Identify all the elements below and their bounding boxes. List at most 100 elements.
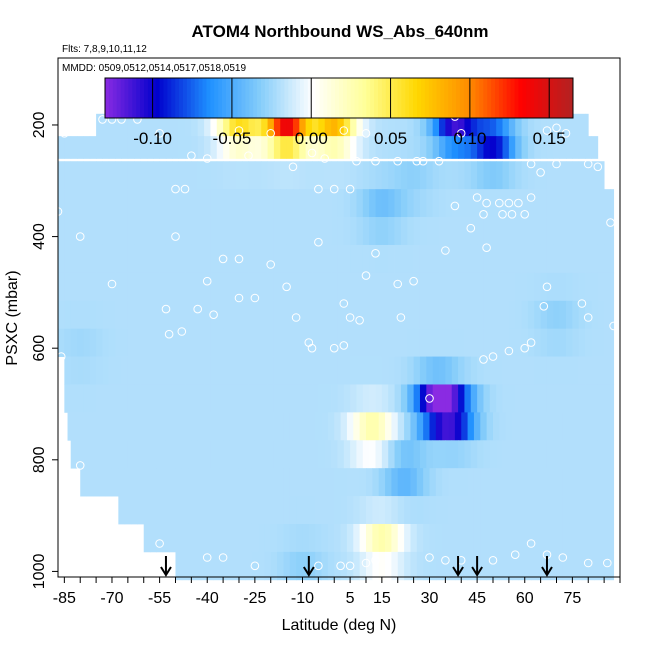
heatmap-cell <box>73 412 81 441</box>
heatmap-cell <box>289 412 297 441</box>
heatmap-cell <box>400 136 408 159</box>
heatmap-cell <box>318 300 326 330</box>
heatmap-cell <box>210 356 218 385</box>
heatmap-cell <box>508 217 516 246</box>
heatmap-cell <box>556 523 564 553</box>
heatmap-cell <box>588 468 595 497</box>
heatmap-cell <box>416 523 424 553</box>
heatmap-cell <box>286 440 294 469</box>
heatmap-cell <box>238 551 246 581</box>
colorbar-segment <box>155 78 161 118</box>
heatmap-cell <box>607 523 615 553</box>
heatmap-cell <box>359 412 367 441</box>
heatmap-cell <box>191 300 199 330</box>
heatmap-cell <box>80 412 87 441</box>
heatmap-cell <box>413 328 421 357</box>
heatmap-cell <box>102 356 110 385</box>
heatmap-cell <box>280 440 288 469</box>
colorbar-segment <box>354 78 359 118</box>
heatmap-cell <box>400 356 408 385</box>
heatmap-cell <box>439 300 446 330</box>
heatmap-cell <box>178 440 186 469</box>
heatmap-cell <box>315 551 322 581</box>
heatmap-cell <box>569 496 576 525</box>
heatmap-cell <box>162 523 170 553</box>
heatmap-cell <box>372 496 380 525</box>
heatmap-cell <box>273 328 281 357</box>
heatmap-cell <box>321 496 329 525</box>
heatmap-cell <box>413 356 421 385</box>
heatmap-cell <box>378 496 386 525</box>
heatmap-cell <box>518 551 526 581</box>
heatmap-cell <box>197 356 205 385</box>
heatmap-cell <box>505 551 513 581</box>
sample-point <box>282 282 291 292</box>
heatmap-cell <box>477 272 484 302</box>
sample-point <box>177 327 187 336</box>
heatmap-cell <box>108 272 116 302</box>
heatmap-cell <box>512 523 519 553</box>
heatmap-cell <box>318 384 326 413</box>
heatmap-cell <box>391 468 399 497</box>
heatmap-cell <box>197 189 205 218</box>
heatmap-cell <box>381 113 389 137</box>
heatmap-cell <box>407 328 415 357</box>
heatmap-cell <box>353 496 361 525</box>
heatmap-cell <box>553 328 561 357</box>
heatmap-cell <box>575 551 583 581</box>
heatmap-cell <box>64 217 72 246</box>
heatmap-cell <box>305 356 313 385</box>
heatmap-cell <box>591 136 599 159</box>
heatmap-cell <box>251 468 259 497</box>
heatmap-cell <box>267 328 275 357</box>
sample-point <box>202 276 212 286</box>
heatmap-cell <box>537 412 545 441</box>
heatmap-cell <box>118 496 126 525</box>
heatmap-cell <box>524 468 532 497</box>
heatmap-cell <box>521 136 529 159</box>
heatmap-cell <box>83 272 91 302</box>
heatmap-cell <box>470 300 478 330</box>
heatmap-cell <box>610 244 615 274</box>
sample-points <box>53 112 618 571</box>
heatmap-cell <box>439 161 446 190</box>
heatmap-cell <box>470 328 478 357</box>
heatmap-cell <box>499 551 507 581</box>
heatmap-cell <box>540 161 548 190</box>
heatmap-cell <box>204 161 211 190</box>
heatmap-cell <box>496 300 503 330</box>
heatmap-cell <box>578 189 586 218</box>
heatmap-cell <box>324 300 332 330</box>
heatmap-cell <box>70 136 78 159</box>
heatmap-cell <box>356 328 364 357</box>
heatmap-cell <box>413 244 421 274</box>
colorbar-segment <box>198 78 203 118</box>
heatmap-cell <box>191 356 199 385</box>
heatmap-cell <box>502 189 510 218</box>
heatmap-cell <box>178 161 186 190</box>
heatmap-cell <box>483 136 491 159</box>
heatmap-cell <box>435 551 443 581</box>
heatmap-cell <box>407 161 415 190</box>
colorbar-segment <box>280 78 285 118</box>
heatmap-cell <box>521 217 529 246</box>
colorbar-segment <box>331 78 336 118</box>
heatmap-cell <box>562 523 570 553</box>
heatmap-cell <box>407 113 415 137</box>
heatmap-cell <box>486 496 494 525</box>
heatmap-cell <box>515 300 522 330</box>
heatmap-cell <box>553 189 561 218</box>
sample-point <box>329 184 339 194</box>
heatmap-cell <box>464 136 472 159</box>
heatmap-cell <box>572 384 580 413</box>
heatmap-cell <box>375 328 383 357</box>
heatmap-cell <box>277 551 284 581</box>
heatmap-cell <box>83 440 91 469</box>
heatmap-cell <box>375 272 383 302</box>
heatmap-cell <box>572 328 580 357</box>
heatmap-cell <box>235 217 243 246</box>
colorbar-segment <box>214 78 219 118</box>
heatmap-cell <box>388 384 395 413</box>
heatmap-cell <box>302 412 310 441</box>
